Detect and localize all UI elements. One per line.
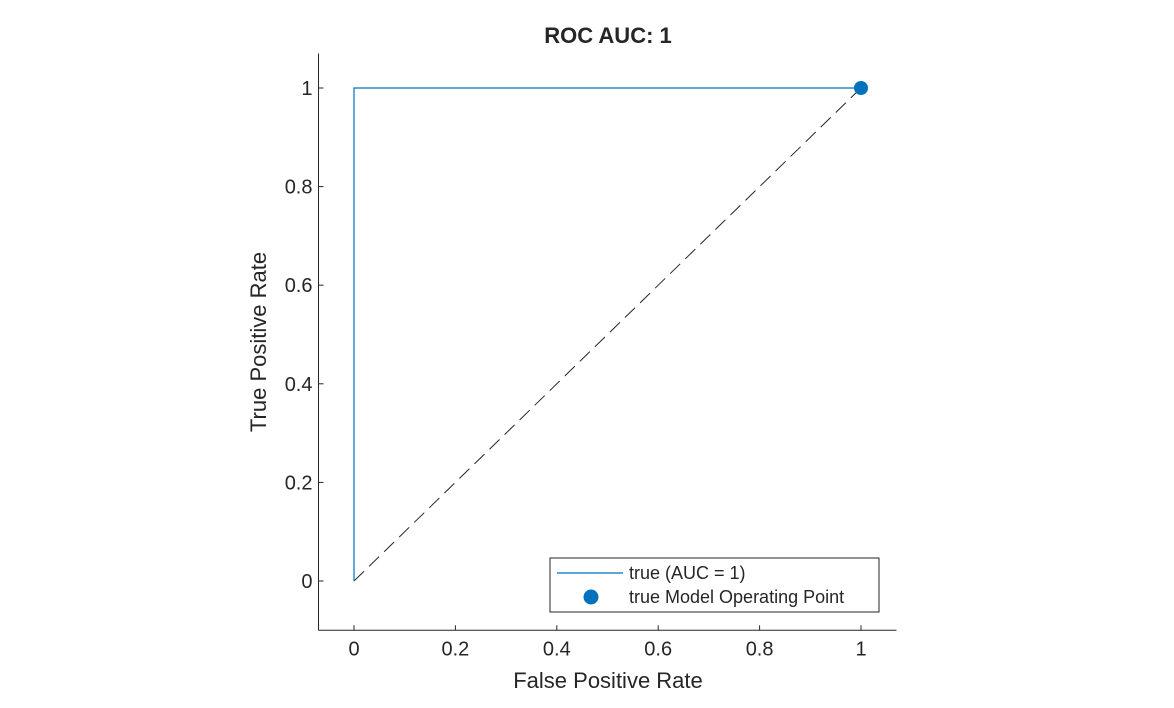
- operating-point-marker: [854, 81, 868, 95]
- legend-entry-roc-curve: true (AUC = 1): [629, 563, 746, 583]
- axes: [318, 53, 897, 631]
- chart-title: ROC AUC: 1: [544, 23, 672, 48]
- x-tick-label: 0.8: [746, 638, 774, 660]
- y-axis-label: True Positive Rate: [246, 252, 271, 432]
- legend: true (AUC = 1) true Model Operating Poin…: [549, 557, 880, 613]
- x-tick-label: 1: [855, 638, 866, 660]
- x-tick-label: 0.6: [644, 638, 672, 660]
- y-tick-label: 0.4: [285, 374, 313, 396]
- legend-box: [549, 557, 880, 613]
- y-tick-label: 1: [301, 78, 312, 100]
- x-tick-label: 0.4: [543, 638, 571, 660]
- y-tick-label: 0: [301, 571, 312, 593]
- x-tick-label: 0: [348, 638, 359, 660]
- y-tick-label: 0.2: [285, 472, 313, 494]
- x-tick-label: 0.2: [441, 638, 469, 660]
- legend-point-swatch: [583, 589, 599, 605]
- y-tick-label: 0.6: [285, 275, 313, 297]
- chance-diagonal-line: [353, 87, 862, 582]
- plot-area: [353, 81, 868, 582]
- y-tick-label: 0.8: [285, 177, 313, 199]
- roc-curve-line: [353, 87, 861, 581]
- tick-marks: 0 0.2 0.4 0.6 0.8 1 0 0.2 0.4 0.6 0.8 1: [285, 78, 867, 660]
- legend-entry-operating-point: true Model Operating Point: [629, 587, 844, 607]
- x-axis-label: False Positive Rate: [513, 668, 703, 693]
